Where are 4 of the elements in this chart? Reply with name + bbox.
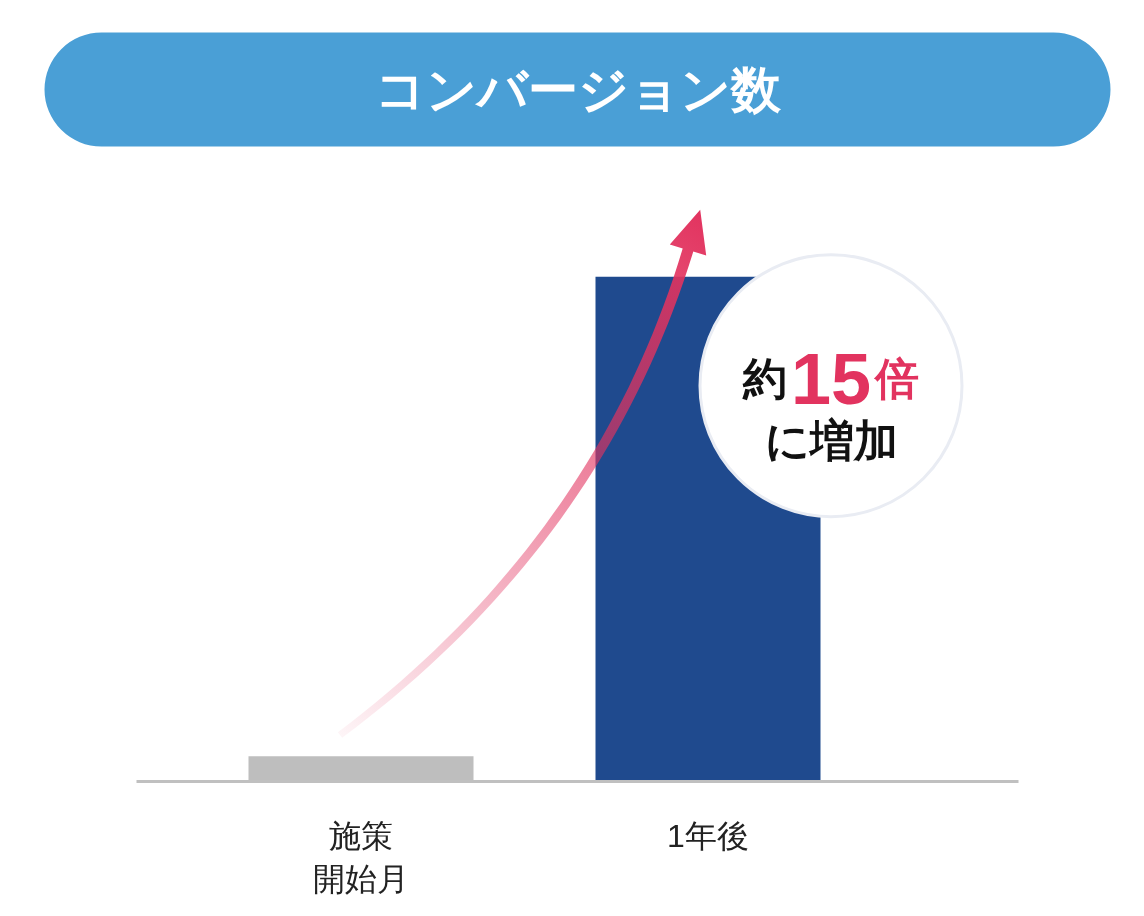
- x-tick-label: 施策開始月: [313, 817, 409, 897]
- chart-title: コンバージョン数: [374, 61, 782, 118]
- annotation: に増加: [764, 416, 898, 466]
- x-tick-label: 1年後: [667, 817, 749, 854]
